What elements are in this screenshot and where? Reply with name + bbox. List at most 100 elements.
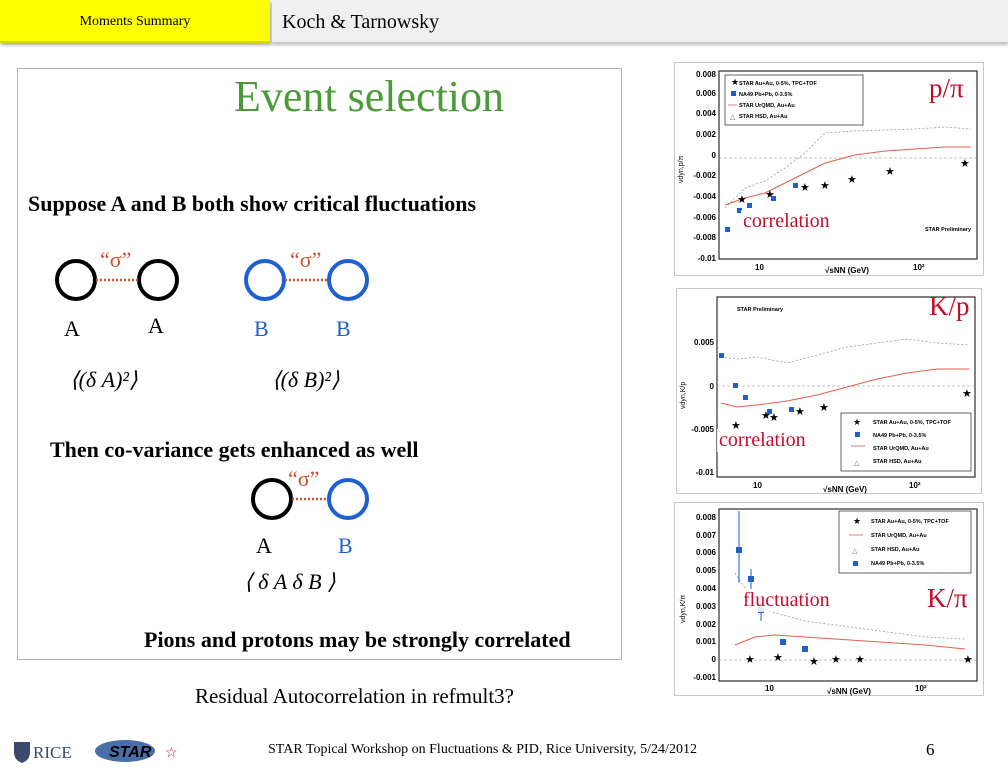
legend-item: NA49 Pb+Pb, 0-3.5% [871,561,924,567]
svg-text:△: △ [852,548,858,555]
y-tick: -0.006 [693,213,716,222]
formula-b: ⟨(δ B)²⟩ [272,367,340,392]
statement-critical-fluctuations: Suppose A and B both show critical fluct… [28,191,477,216]
section-tab[interactable]: Moments Summary [0,0,270,43]
circle-a-left [55,259,97,301]
legend-item: STAR HSD, Au+Au [739,114,787,120]
svg-text:★: ★ [855,654,865,666]
x-tick: 10² [915,684,927,693]
y-tick: -0.01 [696,468,715,477]
legend-item: STAR Au+Au, 0-5%, TPC+TOF [871,519,949,525]
legend-item: STAR Au+Au, 0-5%, TPC+TOF [873,420,951,426]
svg-text:★: ★ [731,77,739,87]
section-tab-label: Moments Summary [79,14,191,29]
y-tick: 0.007 [696,531,717,540]
legend-box [724,74,864,126]
ratio-label-k-p: K/p [929,291,970,321]
x-axis-label: √sNN (GeV) [827,687,871,696]
circle-b-left [244,259,286,301]
rice-logo: RICE [14,742,72,763]
svg-text:★: ★ [800,182,810,194]
event-selection-panel: Event selection Suppose A and B both sho… [17,68,622,660]
y-tick: 0.004 [696,109,717,118]
label-b1: B [254,316,269,341]
legend-item: STAR HSD, Au+Au [871,547,919,553]
svg-text:△: △ [854,460,860,467]
svg-text:★: ★ [820,180,830,192]
y-axis-label: νdyn,p/π [678,155,685,183]
hsd-curve [720,338,970,364]
svg-text:★: ★ [963,654,973,666]
y-tick: 0.001 [696,637,717,646]
label-b2: B [336,316,351,341]
sigma-aa: “σ” [100,247,131,272]
x-tick: 10 [753,481,762,490]
svg-text:★: ★ [885,166,895,178]
label-ab-a: A [256,533,272,558]
hsd-curve [724,126,972,209]
legend-item: NA49 Pb+Pb, 0-3.5% [873,433,926,439]
y-tick: 0.003 [696,602,717,611]
y-tick: 0.005 [696,566,717,575]
x-tick: 10 [765,684,774,693]
urqmd-curve [734,634,966,650]
ratio-label-p-pi: p/π [929,73,964,103]
plot-k-pi: 0.008 0.007 0.006 0.005 0.004 0.003 0.00… [674,502,984,696]
circle-ab-b [327,478,369,520]
x-axis-label: √sNN (GeV) [825,266,869,275]
y-tick: -0.01 [698,254,717,263]
svg-text:★: ★ [853,417,861,427]
svg-text:★: ★ [761,410,771,422]
legend-item: STAR HSD, Au+Au [873,459,921,465]
y-tick: -0.008 [693,233,716,242]
y-tick: 0.004 [696,584,717,593]
svg-text:STAR: STAR [109,744,152,761]
svg-text:★: ★ [962,388,972,400]
y-tick: -0.004 [693,192,716,201]
y-axis-label: νdyn,K/π [680,595,687,623]
urqmd-curve [724,146,971,206]
correlation-note-p-pi: correlation [741,210,832,233]
circle-b-right [327,259,369,301]
hsd-curve [734,572,966,640]
y-tick: -0.005 [691,425,714,434]
legend-box [840,412,972,472]
svg-text:★: ★ [819,402,829,414]
sigma-bb: “σ” [290,247,321,272]
svg-text:★: ★ [737,194,747,206]
y-tick: 0.006 [696,89,717,98]
label-ab-b: B [338,533,353,558]
svg-text:★: ★ [773,652,783,664]
y-tick: 0.002 [696,130,717,139]
circle-a-right [137,259,179,301]
footer-text: STAR Topical Workshop on Fluctuations & … [268,742,697,757]
y-tick: -0.002 [693,171,716,180]
sigma-ab: “σ” [288,466,319,491]
legend-item: STAR UrQMD, Au+Au [873,446,929,452]
legend-item: STAR UrQMD, Au+Au [739,103,795,109]
legend-item: STAR Au+Au, 0-5%, TPC+TOF [739,81,817,87]
y-tick: 0.008 [696,513,717,522]
svg-text:★: ★ [847,174,857,186]
fluctuation-diagram: “σ” A A ⟨(δ A)²⟩ “σ” B B ⟨(δ B)²⟩ “σ” A … [55,247,369,594]
x-axis-label: √sNN (GeV) [823,485,867,494]
y-tick: 0 [712,151,717,160]
y-tick: 0.006 [696,548,717,557]
y-tick: 0 [712,655,717,664]
svg-text:★: ★ [831,654,841,666]
y-tick: 0.002 [696,620,717,629]
slide-header-title: Koch & Tarnowsky [282,11,440,33]
y-tick: -0.001 [693,673,716,682]
star-logo: STAR ☆ [95,740,178,762]
fluctuation-note-k-pi: fluctuation [741,589,832,612]
svg-text:★: ★ [853,516,861,526]
svg-text:★: ★ [765,189,775,201]
svg-text:★: ★ [795,406,805,418]
legend-item: STAR UrQMD, Au+Au [871,533,927,539]
label-a1: A [64,316,80,341]
svg-text:★: ★ [745,654,755,666]
svg-text:☆: ☆ [165,746,178,761]
label-a2: A [148,313,164,338]
panel-title: Event selection [234,72,505,121]
svg-text:★: ★ [960,158,970,170]
